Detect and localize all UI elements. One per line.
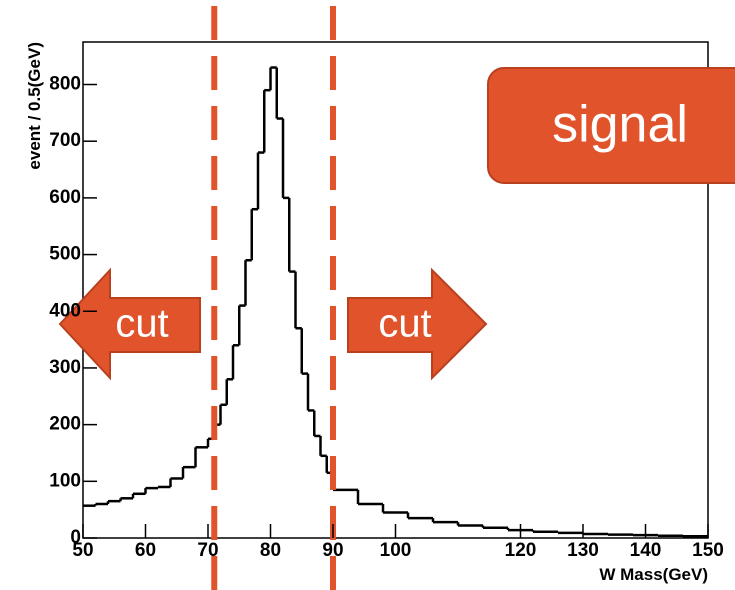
y-tick-label: 200 [49, 414, 81, 435]
x-tick-label: 90 [322, 540, 343, 561]
signal-box: signal [487, 67, 735, 184]
cut-arrow-right: cut [347, 267, 488, 381]
cut-label: cut [115, 302, 168, 346]
x-axis-title: W Mass(GeV) [599, 565, 708, 584]
y-tick-label: 300 [49, 357, 81, 378]
x-tick-label: 150 [692, 540, 724, 561]
y-tick-label: 0 [70, 527, 81, 548]
y-tick-label: 400 [49, 300, 81, 321]
cut-arrow-left: cut [58, 267, 201, 381]
x-tick-label: 60 [135, 540, 156, 561]
x-tick-label: 120 [505, 540, 537, 561]
arrow-right [347, 267, 488, 381]
y-tick-label: 500 [49, 244, 81, 265]
x-tick-label: 130 [567, 540, 599, 561]
x-tick-label: 100 [380, 540, 412, 561]
y-tick-label: 700 [49, 130, 81, 151]
signal-background [487, 67, 735, 184]
x-tick-label: 50 [72, 540, 93, 561]
histogram [83, 66, 708, 538]
x-tick-label: 140 [630, 540, 662, 561]
y-axis-title: event / 0.5(GeV) [25, 42, 44, 170]
cut-label: cut [378, 302, 431, 346]
x-tick-label: 70 [197, 540, 218, 561]
cut-lines [211, 6, 336, 590]
signal-label: signal [552, 96, 688, 154]
y-tick-label: 600 [49, 187, 81, 208]
x-tick-label: 80 [260, 540, 281, 561]
y-tick-label: 800 [49, 74, 81, 95]
y-tick-label: 100 [49, 470, 81, 491]
arrow-left [58, 267, 201, 381]
